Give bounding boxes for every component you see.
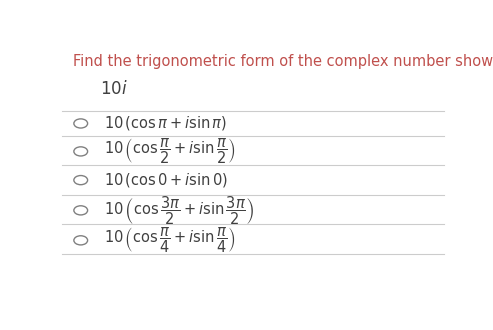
Text: $10\,(\cos \pi + i\sin \pi)$: $10\,(\cos \pi + i\sin \pi)$	[104, 115, 227, 132]
Text: Find the trigonometric form of the complex number shown below.: Find the trigonometric form of the compl…	[73, 53, 493, 69]
Text: $10\,(\cos 0 + i\sin 0)$: $10\,(\cos 0 + i\sin 0)$	[104, 171, 228, 189]
Text: $10\,\left(\cos \dfrac{\pi}{2} + i\sin \dfrac{\pi}{2}\right)$: $10\,\left(\cos \dfrac{\pi}{2} + i\sin \…	[104, 137, 235, 166]
Text: $10i$: $10i$	[100, 80, 128, 98]
Text: $10\,\left(\cos \dfrac{3\pi}{2} + i\sin \dfrac{3\pi}{2}\right)$: $10\,\left(\cos \dfrac{3\pi}{2} + i\sin …	[104, 194, 254, 227]
Text: $10\,\left(\cos \dfrac{\pi}{4} + i\sin \dfrac{\pi}{4}\right)$: $10\,\left(\cos \dfrac{\pi}{4} + i\sin \…	[104, 226, 235, 255]
